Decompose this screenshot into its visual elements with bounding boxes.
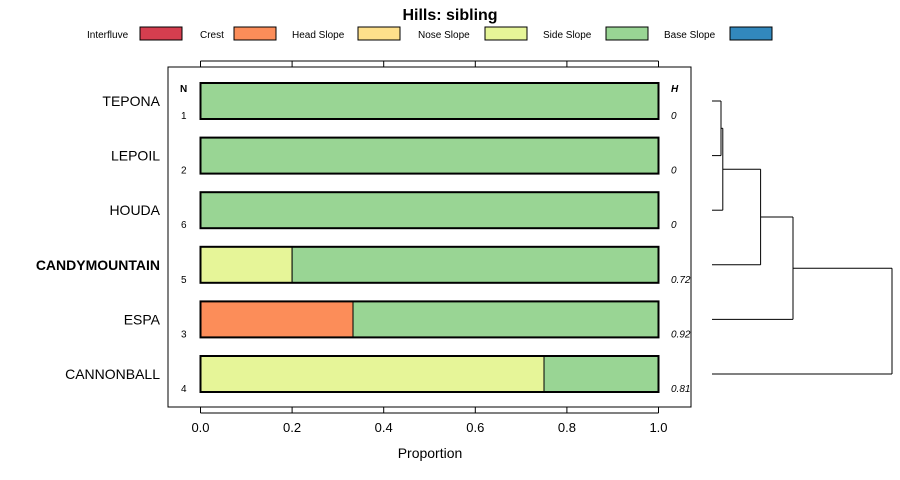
h-value: 0.72 [671, 275, 691, 286]
row-tepona: TEPONA 1 0 [102, 82, 677, 122]
tick-label: 1.0 [649, 420, 667, 435]
tick-label: 0.4 [375, 420, 393, 435]
x-axis-bottom: 0.0 0.2 0.4 0.6 0.8 1.0 [191, 407, 668, 435]
bar-segment-crest [200, 300, 354, 338]
legend-swatch-nose-slope [484, 26, 528, 41]
plot-frame [167, 66, 692, 408]
row-candymountain: CANDYMOUNTAIN 5 0.72 [36, 245, 691, 286]
row-lepoil: LEPOIL 2 0 [111, 136, 677, 177]
legend-swatch-side-slope [605, 26, 649, 41]
legend-swatch-base-slope [729, 26, 773, 41]
n-value: 6 [181, 220, 187, 231]
bar-segment-side-slope [200, 82, 659, 120]
row-label: CANDYMOUNTAIN [36, 257, 160, 273]
bar-outline [199, 82, 660, 120]
chart-title: Hills: sibling [402, 7, 497, 24]
row-label: TEPONA [102, 93, 160, 109]
h-value: 0.81 [671, 384, 690, 395]
n-column-header: N [180, 84, 187, 95]
bar-outline [199, 300, 660, 339]
legend-label-head-slope: Head Slope [292, 30, 345, 41]
h-value: 0.92 [671, 329, 691, 340]
n-value: 4 [181, 384, 187, 395]
row-label: ESPA [124, 311, 161, 327]
row-houda: HOUDA 6 0 [109, 191, 677, 231]
bar-segment-nose-slope [200, 355, 545, 393]
row-label: LEPOIL [111, 148, 160, 164]
legend-label-crest: Crest [200, 30, 224, 41]
tick-label: 0.6 [466, 420, 484, 435]
legend: Interfluve Crest Head Slope Nose Slope Side … [87, 26, 773, 41]
tick-label: 0.0 [191, 420, 209, 435]
row-label: CANNONBALL [65, 366, 160, 382]
h-value: 0 [671, 111, 677, 122]
bar-segment-side-slope [200, 137, 659, 175]
x-axis-title: Proportion [398, 445, 463, 461]
bar-outline [199, 355, 660, 393]
bar-outline [199, 245, 660, 284]
bar-segment-nose-slope [200, 246, 293, 284]
legend-label-base-slope: Base Slope [664, 30, 716, 41]
n-value: 1 [181, 111, 187, 122]
legend-label-side-slope: Side Slope [543, 30, 592, 41]
bar-segment-side-slope [200, 191, 659, 229]
row-label: HOUDA [109, 202, 160, 218]
bar-segment-side-slope [543, 355, 659, 393]
legend-swatch-interfluve [139, 26, 183, 41]
n-value: 3 [181, 329, 187, 340]
dendrogram [712, 100, 893, 375]
legend-label-interfluve: Interfluve [87, 30, 129, 41]
bar-segment-side-slope [291, 246, 659, 284]
tick-label: 0.2 [283, 420, 301, 435]
bar-outline [199, 191, 660, 230]
row-cannonball: CANNONBALL 4 0.81 [65, 355, 690, 395]
tick-label: 0.8 [558, 420, 576, 435]
legend-label-nose-slope: Nose Slope [418, 30, 470, 41]
row-espa: ESPA 3 0.92 [124, 300, 691, 340]
h-value: 0 [671, 166, 677, 177]
n-value: 2 [181, 166, 187, 177]
x-axis-top [200, 60, 659, 67]
legend-swatch-head-slope [357, 26, 401, 41]
rows: TEPONA 1 0 LEPOIL 2 0 HOUDA 6 0 CANDYMOUNTAIN 5 0.7… [36, 82, 691, 395]
n-value: 5 [181, 275, 187, 286]
h-value: 0 [671, 220, 677, 231]
legend-swatch-crest [233, 26, 277, 41]
bar-outline [199, 136, 660, 175]
bar-segment-side-slope [352, 300, 659, 338]
h-column-header: H [671, 84, 679, 95]
